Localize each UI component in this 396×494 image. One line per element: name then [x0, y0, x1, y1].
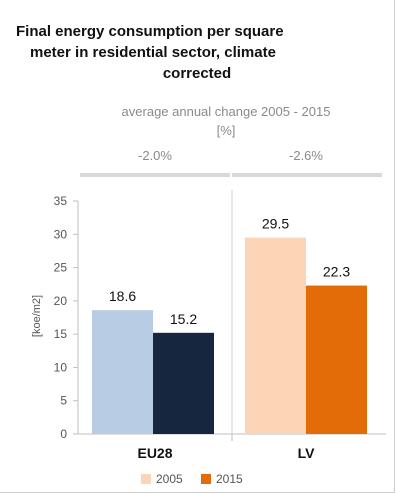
chart-title-line-1: Final energy consumption per square: [16, 23, 284, 40]
chart-title-line-2: meter in residential sector, climate: [30, 44, 276, 61]
y-tick-label-15: 15: [54, 327, 68, 341]
bar-eu28-2015: [153, 332, 214, 434]
change-bar-lv: [232, 173, 382, 177]
y-tick-label-35: 35: [54, 194, 68, 208]
category-label-lv: LV: [298, 445, 316, 461]
y-tick-label-0: 0: [60, 427, 67, 441]
y-axis-label: [koe/m2]: [31, 295, 43, 337]
chart-subtitle-line-1: average annual change 2005 - 2015: [122, 104, 331, 119]
data-label-eu28-2015: 15.2: [170, 311, 197, 327]
bar-lv-2015: [306, 285, 367, 434]
change-bar-eu28: [80, 173, 230, 177]
chart-title-line-3: corrected: [163, 65, 231, 82]
change-label-eu28: -2.0%: [138, 148, 172, 163]
data-label-lv-2015: 22.3: [323, 264, 350, 280]
bars: 18.6 29.5 15.2 22.3: [92, 216, 367, 434]
change-label-lv: -2.6%: [289, 148, 323, 163]
bar-lv-2005: [245, 237, 306, 434]
y-ticks: 0 5 10 15 20 25 30 35: [54, 194, 78, 441]
bar-eu28-2005: [92, 310, 153, 434]
y-tick-label-20: 20: [54, 294, 68, 308]
legend-label-2005: 2005: [156, 472, 183, 486]
data-label-eu28-2005: 18.6: [109, 288, 136, 304]
data-label-lv-2005: 29.5: [262, 216, 289, 232]
category-label-eu28: EU28: [137, 445, 172, 461]
legend-swatch-2005: [141, 474, 151, 484]
y-tick-label-10: 10: [54, 360, 68, 374]
chart-subtitle-line-2: [%]: [217, 123, 236, 138]
y-tick-label-5: 5: [60, 394, 67, 408]
legend-label-2015: 2015: [216, 472, 243, 486]
y-tick-label-30: 30: [54, 227, 68, 241]
legend-swatch-2015: [201, 474, 211, 484]
y-tick-label-25: 25: [54, 261, 68, 275]
